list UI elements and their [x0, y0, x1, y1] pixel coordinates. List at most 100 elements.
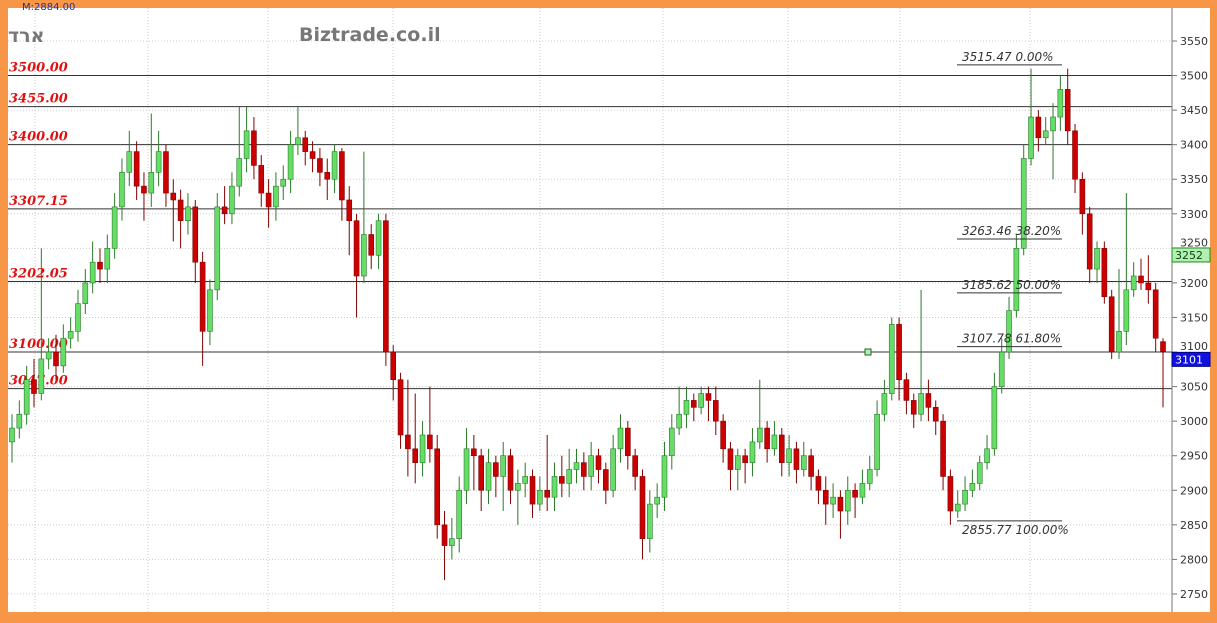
candle-up [60, 337, 67, 367]
candle-down [691, 400, 697, 408]
candle-up [295, 137, 301, 145]
candle-down [896, 324, 902, 380]
candle-up [954, 503, 961, 512]
candle-up [280, 178, 287, 187]
candle-down [427, 434, 433, 450]
candle-down [265, 192, 272, 208]
candle-up [1006, 310, 1012, 353]
candle-down [1064, 89, 1071, 132]
candle-up [566, 469, 572, 484]
candle-up [588, 455, 594, 477]
candle-up [1094, 248, 1100, 270]
candle-down [808, 455, 814, 477]
level-label: 3307.15 [9, 194, 68, 209]
level-label: 3455.00 [9, 92, 68, 107]
candle-up [881, 393, 888, 415]
candle-down [764, 427, 770, 450]
y-axis: 2750 2800 2850 2900 2950 3000 3050 3100 3150 3200… [1172, 35, 1208, 601]
candle-up [419, 434, 426, 463]
candles [9, 68, 1166, 581]
candle-up [236, 158, 243, 187]
candle-down [507, 455, 514, 491]
candle-up [676, 413, 682, 429]
candle-down [346, 199, 353, 222]
candle-up [617, 427, 624, 450]
candle-up [38, 358, 45, 394]
candle-down [932, 407, 939, 422]
drawing-handle[interactable] [864, 348, 872, 356]
candle-up [515, 483, 521, 491]
y-tick-label: 2850 [1180, 519, 1208, 532]
candle-up [214, 206, 221, 291]
candle-up [991, 386, 998, 450]
candle-down [302, 137, 309, 152]
horizontal-levels: 3500.00 3455.00 3400.00 3307.15 3202.05 3100.… [8, 61, 1172, 390]
candle-up [1057, 89, 1064, 118]
candle-up [1116, 331, 1122, 353]
candle-down [815, 476, 822, 491]
candle-down [434, 448, 441, 526]
candle-down [603, 469, 609, 491]
candle-down [625, 427, 631, 457]
level-label: 3100.00 [9, 337, 68, 352]
candle-up [119, 172, 125, 208]
candle-up [1020, 158, 1027, 249]
level-label: 3400.00 [9, 130, 68, 145]
candle-down [1152, 289, 1159, 339]
candle-down [822, 489, 829, 505]
candle-up [734, 455, 741, 470]
candle-up [148, 172, 155, 194]
candle-up [1042, 130, 1049, 139]
candle-up [888, 324, 895, 394]
candle-up [669, 427, 675, 457]
y-tick-label: 2900 [1180, 484, 1208, 497]
y-tick-label: 3350 [1180, 173, 1208, 186]
y-tick-label: 2800 [1180, 553, 1208, 566]
candle-up [962, 489, 968, 505]
candle-down [251, 130, 257, 166]
candle-down [720, 420, 726, 450]
candle-down [339, 151, 345, 201]
level-label: 3202.05 [9, 267, 68, 282]
candle-up [1130, 275, 1137, 291]
candle-up [485, 462, 492, 491]
candle-up [331, 151, 338, 180]
candle-down [1079, 178, 1086, 215]
candle-down [1145, 282, 1152, 291]
candle-down [317, 158, 323, 173]
candle-up [82, 282, 89, 304]
price-marker-label: 3101 [1175, 353, 1203, 366]
candle-down [471, 448, 477, 457]
candle-down [53, 351, 59, 367]
y-tick-label: 3300 [1180, 208, 1208, 221]
candle-up [866, 469, 873, 484]
candle-down [837, 496, 844, 512]
candle-down [793, 448, 800, 470]
price-marker-label: 3252 [1175, 249, 1203, 262]
candle-down [581, 462, 587, 477]
fibonacci-retracement: 3515.47 0.00% 3263.46 38.20% 3185.62 50.00… [957, 50, 1069, 537]
candle-down [1160, 341, 1166, 352]
candle-up [522, 476, 528, 484]
candle-up [976, 462, 983, 484]
candle-down [903, 379, 910, 401]
candle-up [361, 234, 367, 277]
candle-down [1072, 130, 1078, 180]
candle-down [639, 476, 646, 539]
candle-up [75, 303, 81, 332]
candle-down [940, 420, 946, 477]
fib-label: 3263.46 38.20% [962, 224, 1061, 238]
candle-up [45, 351, 52, 360]
y-tick-label: 2950 [1180, 450, 1208, 463]
candle-down [595, 455, 602, 470]
candle-down [1101, 248, 1108, 298]
candle-up [998, 351, 1005, 387]
candle-up [830, 496, 836, 505]
candle-down [258, 165, 265, 194]
candle-up [273, 185, 279, 208]
candle-down [632, 455, 638, 477]
candle-down [544, 489, 550, 498]
candle-down [368, 234, 375, 256]
candle-up [844, 489, 851, 512]
candle-up [1123, 289, 1130, 332]
